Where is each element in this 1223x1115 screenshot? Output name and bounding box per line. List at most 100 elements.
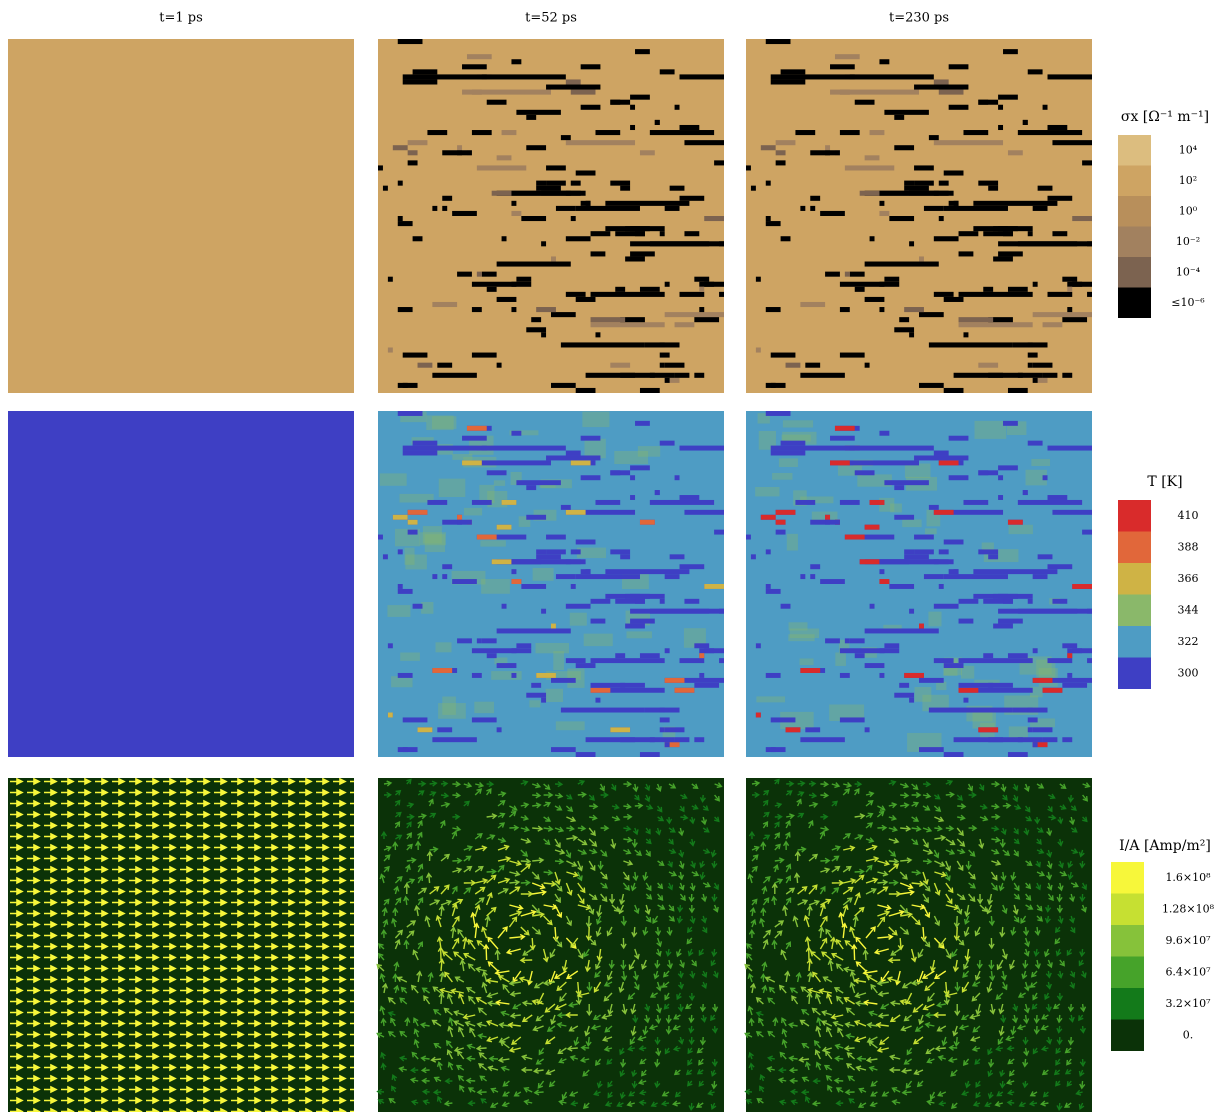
current-arrow: [451, 885, 458, 895]
crack: [770, 352, 796, 358]
cold-crack: [412, 603, 423, 609]
current-arrow: [666, 816, 673, 825]
current-arrow: [497, 837, 507, 844]
current-arrow: [490, 1087, 499, 1094]
legend-label: 366: [1178, 572, 1199, 585]
current-arrow: [535, 1014, 545, 1022]
cold-crack: [1032, 742, 1038, 748]
crack: [993, 226, 1018, 232]
current-arrow: [751, 845, 760, 852]
cold-crack: [585, 737, 675, 743]
current-arrow: [633, 904, 640, 915]
crack: [551, 382, 576, 388]
current-arrow: [383, 791, 392, 799]
cold-crack: [765, 549, 771, 555]
current-arrow: [801, 1009, 810, 1016]
crack: [943, 170, 964, 176]
current-arrow: [554, 792, 564, 799]
crack: [551, 256, 556, 262]
cold-crack: [894, 514, 915, 520]
crack: [442, 205, 448, 211]
hot-spot: [1072, 584, 1092, 589]
hot-spot: [496, 524, 512, 530]
current-arrow: [701, 915, 708, 924]
current-arrow: [1078, 1102, 1085, 1110]
current-arrow: [463, 782, 473, 789]
current-arrow: [509, 933, 526, 941]
current-arrow: [862, 949, 869, 961]
crack: [536, 307, 556, 313]
current-arrow: [933, 915, 941, 927]
current-arrow: [846, 1062, 856, 1071]
cold-crack: [526, 514, 547, 520]
current-arrow: [463, 879, 477, 886]
current-arrow: [668, 915, 676, 922]
crack: [694, 372, 705, 378]
warm-spot: [829, 704, 865, 721]
cold-crack: [909, 697, 915, 703]
crack: [526, 327, 547, 333]
hot-spot: [919, 623, 924, 629]
current-arrow: [509, 805, 518, 811]
current-arrow: [623, 803, 632, 810]
current-arrow: [991, 848, 1000, 855]
legend-swatch: [1118, 500, 1151, 532]
current-arrow: [610, 838, 617, 850]
warm-spot: [683, 628, 706, 648]
current-arrow: [676, 948, 682, 958]
current-arrow: [747, 873, 754, 884]
current-arrow: [701, 893, 708, 903]
current-arrow: [509, 860, 522, 867]
current-arrow: [576, 991, 590, 998]
current-arrow: [865, 791, 875, 798]
current-arrow: [508, 810, 517, 818]
current-arrow: [498, 1022, 510, 1029]
current-arrow: [824, 1050, 833, 1060]
cold-crack: [1027, 440, 1043, 446]
current-arrow: [967, 783, 974, 792]
current-arrow: [965, 860, 972, 871]
current-arrow: [611, 803, 620, 810]
current-arrow: [1046, 882, 1053, 891]
conductivity-panel: [378, 39, 724, 393]
cold-crack: [679, 564, 705, 570]
warm-spot: [404, 547, 415, 565]
current-arrow: [532, 889, 547, 896]
current-arrow: [1029, 1091, 1038, 1097]
current-arrow: [986, 904, 993, 915]
current-arrow: [937, 1055, 946, 1061]
hot-spot: [1042, 687, 1063, 693]
cold-crack: [800, 737, 845, 743]
current-arrow: [999, 926, 1006, 938]
crack: [839, 307, 850, 313]
current-arrow: [603, 992, 613, 1002]
current-arrow: [606, 970, 613, 981]
current-arrow: [387, 1011, 396, 1017]
hot-spot: [755, 712, 761, 718]
crack: [407, 160, 418, 166]
current-arrow: [453, 1020, 465, 1027]
current-arrow: [565, 805, 574, 813]
current-arrow: [1069, 816, 1076, 826]
crack: [825, 271, 840, 277]
crack: [590, 231, 611, 237]
cold-crack: [397, 672, 413, 678]
current-arrow: [888, 826, 898, 833]
current-arrow: [689, 816, 696, 825]
cold-crack: [610, 549, 631, 555]
current-arrow: [691, 804, 699, 810]
crack: [1032, 281, 1038, 287]
crack: [1047, 74, 1092, 80]
legend-swatch: [1111, 956, 1144, 988]
cold-crack: [1032, 574, 1048, 580]
current-arrow: [689, 915, 696, 925]
cold-crack: [511, 559, 586, 565]
current-arrow: [543, 838, 551, 846]
current-arrow: [996, 959, 1004, 971]
current-arrow: [588, 893, 598, 900]
hot-spot: [457, 514, 463, 520]
current-arrow: [1056, 1014, 1063, 1024]
current-arrow: [875, 1021, 889, 1029]
current-arrow: [556, 1021, 567, 1029]
current-arrow: [668, 848, 677, 855]
